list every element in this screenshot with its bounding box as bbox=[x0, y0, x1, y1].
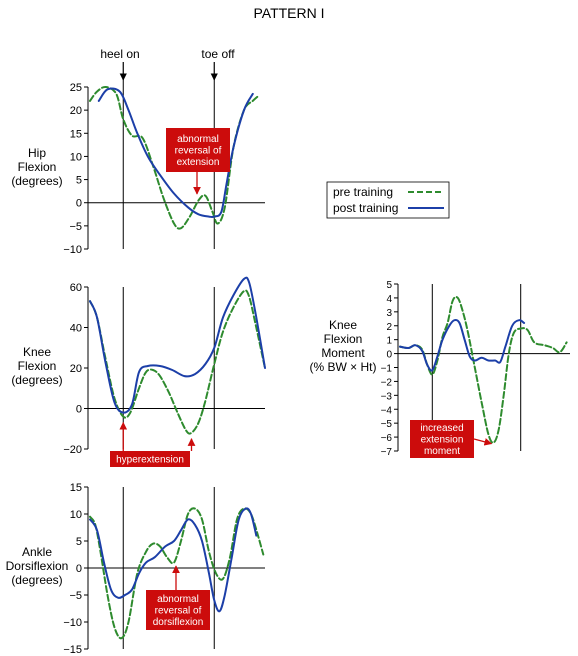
series-post-line bbox=[89, 507, 258, 613]
annotation-knee_moment: increased extension moment bbox=[410, 420, 493, 458]
y-tick-label: −10 bbox=[63, 244, 82, 256]
y-tick-label: 25 bbox=[70, 82, 82, 94]
annotation-text: abnormal reversal of dorsiflexion bbox=[153, 594, 204, 628]
y-tick-label: −4 bbox=[381, 405, 393, 416]
y-tick-label: 0 bbox=[76, 404, 82, 416]
annotation-arrow bbox=[473, 438, 493, 446]
y-tick-label: 15 bbox=[70, 482, 82, 494]
y-tick-label: −1 bbox=[381, 364, 393, 375]
y-tick-label: −5 bbox=[381, 419, 393, 430]
y-tick-label: 1 bbox=[386, 336, 392, 347]
legend: pre training post training bbox=[326, 181, 450, 219]
y-tick-label: 60 bbox=[70, 282, 82, 294]
y-tick-label: −3 bbox=[381, 391, 393, 402]
chart-hip: 25 20 15 10 5 0 −5 −10 Hip Flexion (degrees) abnorm… bbox=[11, 80, 265, 256]
y-tick-label: −2 bbox=[381, 377, 393, 388]
y-tick-label: 0 bbox=[386, 350, 392, 361]
annotation-box bbox=[146, 590, 210, 630]
toe-off-label: toe off bbox=[201, 47, 235, 61]
y-tick-label: 10 bbox=[70, 509, 82, 521]
chart-ankle: 15 10 5 0 −5 −10 −15 Ankle Dorsiflexion (degrees)… bbox=[6, 482, 265, 656]
y-axis-label: Knee Flexion Moment (% BW × Ht) bbox=[309, 318, 376, 374]
y-tick-label: 40 bbox=[70, 323, 82, 335]
chart-knee_moment: 5 4 3 2 1 0 −1 −2 −3 −4 −5 −6 −7 Knee Flexion Moment (% … bbox=[309, 280, 570, 458]
legend-box bbox=[326, 181, 450, 219]
annotation-ankle: abnormal reversal of dorsiflexion bbox=[146, 565, 210, 630]
annotation-hip: abnormal reversal of extension bbox=[166, 128, 230, 195]
annotation-knee_angle: hyperextension bbox=[110, 421, 196, 467]
y-tick-label: 2 bbox=[386, 322, 392, 333]
y-tick-label: 20 bbox=[70, 105, 82, 117]
y-tick-label: 0 bbox=[76, 198, 82, 210]
y-tick-label: 5 bbox=[386, 280, 392, 291]
y-tick-label: −20 bbox=[63, 444, 82, 456]
figure-title: PATTERN I bbox=[253, 5, 324, 21]
y-tick-label: 10 bbox=[70, 151, 82, 163]
heel-on-label: heel on bbox=[100, 47, 139, 61]
y-axis-label: Ankle Dorsiflexion (degrees) bbox=[6, 545, 69, 587]
series-pre-line bbox=[89, 507, 265, 640]
y-tick-label: 5 bbox=[76, 175, 82, 187]
legend-pre-label: pre training bbox=[333, 185, 393, 199]
y-tick-label: 20 bbox=[70, 363, 82, 375]
y-axis-label: Hip Flexion (degrees) bbox=[11, 146, 62, 188]
series-post-line bbox=[89, 276, 266, 414]
y-tick-label: −10 bbox=[63, 617, 82, 629]
annotation-text: abnormal reversal of extension bbox=[175, 134, 222, 168]
series-post-line bbox=[97, 87, 254, 219]
y-tick-label: −5 bbox=[69, 221, 82, 233]
y-tick-label: −15 bbox=[63, 644, 82, 656]
series-pre-line bbox=[89, 289, 266, 435]
y-tick-label: −6 bbox=[381, 433, 393, 444]
series-pre-line bbox=[399, 295, 568, 444]
legend-post-label: post training bbox=[333, 201, 398, 215]
annotation-box bbox=[110, 451, 190, 467]
y-tick-label: 15 bbox=[70, 128, 82, 140]
annotation-text: hyperextension bbox=[116, 455, 184, 466]
chart-knee_angle: 60 40 20 0 −20 Knee Flexion (degrees) hyperexten… bbox=[11, 276, 266, 467]
y-tick-label: 4 bbox=[386, 294, 392, 305]
y-tick-label: −5 bbox=[69, 590, 82, 602]
y-tick-label: −7 bbox=[381, 447, 393, 458]
y-tick-label: 0 bbox=[76, 563, 82, 575]
y-axis-label: Knee Flexion (degrees) bbox=[11, 345, 62, 387]
annotation-text: increased extension moment bbox=[420, 423, 463, 457]
annotation-box bbox=[410, 420, 474, 458]
y-tick-label: 3 bbox=[386, 308, 392, 319]
annotation-box bbox=[166, 128, 230, 172]
y-tick-label: 5 bbox=[76, 536, 82, 548]
series-post-line bbox=[399, 318, 526, 372]
